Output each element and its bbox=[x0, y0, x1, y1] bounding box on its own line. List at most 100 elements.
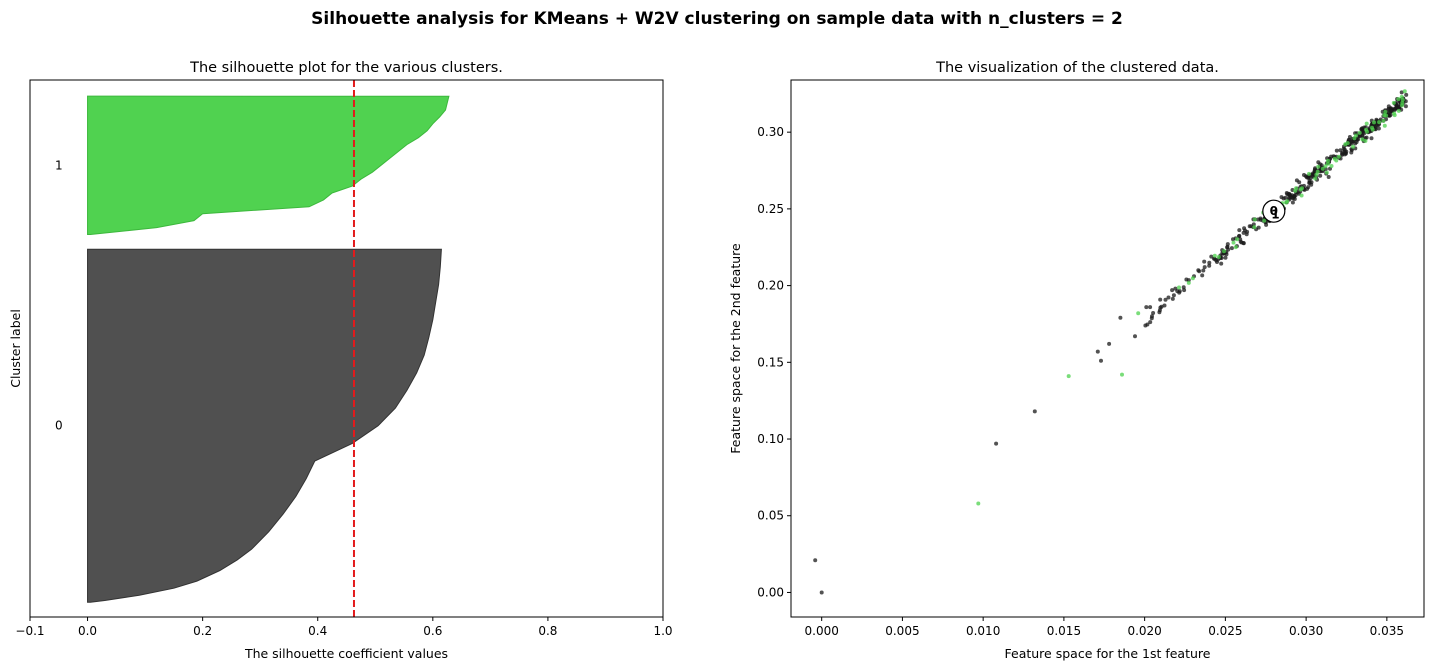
scatter-point bbox=[819, 590, 824, 595]
scatter-point bbox=[1207, 263, 1212, 268]
scatter-point bbox=[1177, 285, 1181, 290]
scatter-point bbox=[1307, 171, 1311, 176]
scatter-point bbox=[1201, 268, 1206, 273]
scatter-x-ticks: 0.000 0.005 0.010 0.015 0.020 0.025 0.030 0.035 bbox=[805, 617, 1404, 638]
cluster-centers: 01 bbox=[1262, 199, 1286, 223]
scatter-point bbox=[1372, 120, 1376, 125]
scatter-point bbox=[1245, 229, 1250, 234]
scatter-x-tick-label: 0.030 bbox=[1289, 624, 1323, 638]
scatter-point bbox=[1207, 260, 1212, 265]
cluster-center-label: 1 bbox=[1271, 208, 1279, 222]
silhouette-cluster-1 bbox=[87, 95, 450, 236]
scatter-point bbox=[1305, 186, 1310, 191]
scatter-point bbox=[1351, 144, 1355, 149]
scatter-point bbox=[1392, 106, 1397, 111]
scatter-point bbox=[1231, 240, 1236, 245]
scatter-point bbox=[1360, 137, 1365, 142]
silhouette-x-ticks: −0.1 0.0 0.2 0.4 0.6 0.8 1.0 bbox=[15, 617, 673, 638]
scatter-y-tick-label: 0.10 bbox=[757, 432, 784, 446]
scatter-point bbox=[1386, 104, 1391, 109]
cluster-center-label: 0 bbox=[1270, 204, 1278, 218]
silhouette-fills bbox=[87, 95, 450, 603]
scatter-point bbox=[1292, 197, 1297, 201]
scatter-y-tick-label: 0.00 bbox=[757, 585, 784, 599]
scatter-point bbox=[1148, 305, 1153, 310]
scatter-point bbox=[1349, 150, 1354, 155]
scatter-point bbox=[1389, 109, 1394, 114]
scatter-point bbox=[1158, 297, 1163, 302]
scatter-point bbox=[1107, 341, 1112, 346]
scatter-point bbox=[1293, 193, 1298, 198]
silhouette-x-tick-label: 0.4 bbox=[308, 624, 327, 638]
scatter-point bbox=[1242, 226, 1247, 231]
silhouette-x-axis-label: The silhouette coefficient values bbox=[244, 646, 448, 661]
scatter-point bbox=[1159, 304, 1164, 309]
scatter-point bbox=[1316, 164, 1321, 169]
scatter-point bbox=[1225, 242, 1230, 247]
scatter-point bbox=[1391, 100, 1396, 105]
scatter-point bbox=[1353, 141, 1358, 146]
scatter-y-tick-label: 0.05 bbox=[757, 509, 784, 523]
scatter-point bbox=[1196, 268, 1201, 273]
scatter-y-axis-label: Feature space for the 2nd feature bbox=[728, 243, 743, 454]
scatter-point bbox=[1182, 288, 1187, 293]
scatter-x-tick-label: 0.000 bbox=[805, 624, 839, 638]
scatter-x-tick-label: 0.005 bbox=[885, 624, 919, 638]
scatter-point bbox=[994, 441, 999, 446]
scatter-point bbox=[1323, 164, 1328, 169]
scatter-point bbox=[1285, 192, 1290, 197]
scatter-point bbox=[1297, 180, 1302, 185]
scatter-point bbox=[1293, 188, 1298, 193]
scatter-point bbox=[1163, 297, 1168, 302]
scatter-plot-title: The visualization of the clustered data. bbox=[935, 60, 1219, 76]
scatter-point bbox=[1326, 175, 1331, 179]
silhouette-cluster-label: 0 bbox=[55, 419, 63, 433]
scatter-point bbox=[1392, 113, 1397, 118]
scatter-point bbox=[1209, 254, 1214, 259]
scatter-point bbox=[1404, 92, 1409, 97]
silhouette-cluster-label: 1 bbox=[55, 158, 63, 172]
scatter-x-axis-label: Feature space for the 1st feature bbox=[1005, 646, 1211, 661]
silhouette-y-axis-label: Cluster label bbox=[8, 309, 23, 388]
scatter-point bbox=[1202, 259, 1207, 264]
scatter-point bbox=[1284, 200, 1289, 205]
scatter-x-tick-label: 0.010 bbox=[966, 624, 1000, 638]
scatter-point bbox=[1233, 245, 1238, 250]
silhouette-cluster-0 bbox=[87, 248, 442, 603]
scatter-x-tick-label: 0.015 bbox=[1047, 624, 1081, 638]
scatter-y-tick-label: 0.30 bbox=[757, 125, 784, 139]
scatter-point bbox=[1382, 123, 1387, 128]
scatter-point bbox=[1095, 349, 1100, 354]
silhouette-plot: The silhouette plot for the various clus… bbox=[8, 60, 673, 661]
scatter-point bbox=[1326, 158, 1330, 163]
scatter-point bbox=[1347, 135, 1352, 139]
scatter-y-tick-label: 0.20 bbox=[757, 279, 784, 293]
silhouette-x-tick-label: 0.2 bbox=[193, 624, 212, 638]
scatter-point bbox=[1307, 180, 1312, 185]
scatter-point bbox=[1237, 228, 1242, 233]
scatter-point bbox=[1382, 113, 1387, 118]
scatter-point bbox=[1148, 320, 1153, 325]
scatter-point bbox=[1316, 160, 1321, 165]
scatter-point bbox=[1170, 288, 1175, 293]
scatter-point bbox=[1120, 372, 1124, 377]
scatter-point bbox=[1338, 148, 1343, 153]
scatter-point bbox=[1306, 175, 1311, 180]
scatter-point bbox=[1145, 322, 1150, 327]
scatter-point bbox=[1356, 137, 1361, 142]
scatter-x-tick-label: 0.020 bbox=[1127, 624, 1161, 638]
scatter-x-tick-label: 0.035 bbox=[1370, 624, 1404, 638]
scatter-point bbox=[1369, 136, 1374, 141]
scatter-point bbox=[1334, 148, 1339, 153]
scatter-point bbox=[1256, 225, 1261, 230]
silhouette-x-tick-label: −0.1 bbox=[15, 624, 44, 638]
scatter-point bbox=[1377, 120, 1382, 125]
scatter-point bbox=[1212, 253, 1217, 258]
scatter-point bbox=[1399, 94, 1404, 99]
scatter-point bbox=[1170, 296, 1175, 301]
scatter-point bbox=[1396, 108, 1401, 113]
silhouette-x-tick-label: 0.8 bbox=[538, 624, 557, 638]
scatter-point bbox=[1066, 374, 1071, 379]
scatter-point bbox=[1399, 90, 1404, 95]
scatter-plot: The visualization of the clustered data.… bbox=[728, 60, 1425, 661]
